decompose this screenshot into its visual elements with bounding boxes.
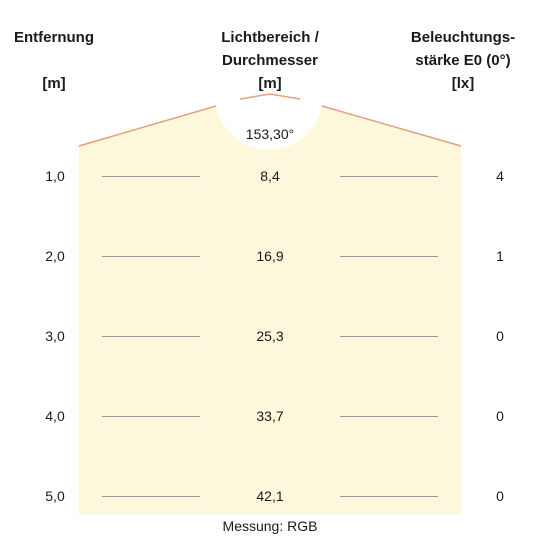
- diameter-header-label-1: Lichtbereich /: [221, 29, 319, 46]
- beam-edge-top: [239, 93, 301, 100]
- row-guide-line-left: [102, 496, 200, 497]
- distance-header-unit: [m]: [42, 75, 66, 92]
- row-guide-line-left: [102, 416, 200, 417]
- distance-value: 2,0: [45, 248, 65, 264]
- row-guide-line-right: [340, 336, 438, 337]
- diameter-header-unit: [m]: [258, 75, 282, 92]
- illuminance-header-unit: [lx]: [451, 75, 475, 92]
- illuminance-value: 0: [496, 488, 504, 504]
- distance-value: 4,0: [45, 408, 65, 424]
- distance-header-label: Entfernung: [14, 29, 94, 46]
- row-guide-line-left: [102, 336, 200, 337]
- beam-cone-area: [79, 95, 461, 514]
- distance-column-header: Entfernung [m]: [6, 26, 102, 95]
- diameter-value: 8,4: [260, 168, 280, 184]
- row-guide-line-right: [340, 496, 438, 497]
- distance-value: 1,0: [45, 168, 65, 184]
- row-guide-line-left: [102, 256, 200, 257]
- beam-edge-right: [321, 105, 462, 147]
- diameter-header-label-2: Durchmesser: [222, 52, 318, 69]
- distance-value: 3,0: [45, 328, 65, 344]
- distance-value: 5,0: [45, 488, 65, 504]
- diameter-value: 42,1: [256, 488, 284, 504]
- row-guide-line-right: [340, 416, 438, 417]
- beam-angle-label: 153,30°: [245, 126, 295, 142]
- illuminance-value: 4: [496, 168, 504, 184]
- row-guide-line-right: [340, 256, 438, 257]
- illuminance-header-label-1: Beleuchtungs-: [410, 29, 516, 46]
- diameter-value: 33,7: [256, 408, 284, 424]
- illuminance-column-header: Beleuchtungs- stärke E0 (0°) [lx]: [390, 26, 536, 95]
- diameter-value: 16,9: [256, 248, 284, 264]
- illuminance-header-label-2: stärke E0 (0°): [415, 52, 511, 69]
- beam-edge-left: [78, 105, 217, 147]
- row-guide-line-right: [340, 176, 438, 177]
- diameter-value: 25,3: [256, 328, 284, 344]
- row-guide-line-left: [102, 176, 200, 177]
- measurement-footer: Messung: RGB: [222, 518, 318, 534]
- illuminance-value: 0: [496, 328, 504, 344]
- illuminance-value: 1: [496, 248, 504, 264]
- illuminance-value: 0: [496, 408, 504, 424]
- beam-angle-notch: [216, 95, 322, 150]
- diameter-column-header: Lichtbereich / Durchmesser [m]: [196, 26, 344, 95]
